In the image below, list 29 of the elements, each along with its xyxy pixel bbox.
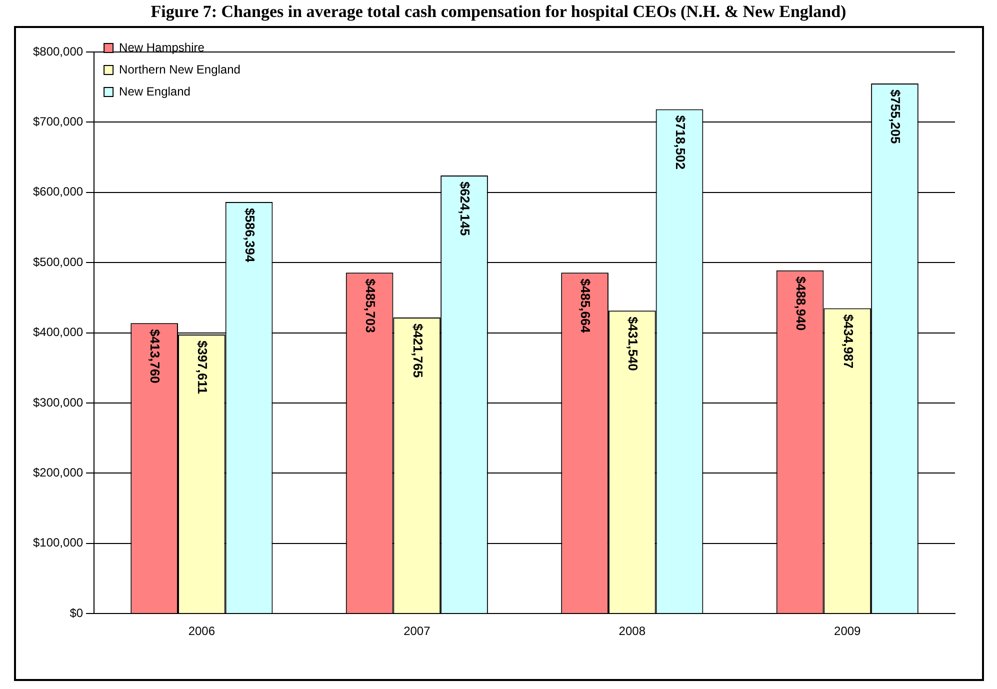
y-tick-label: $200,000: [32, 466, 84, 480]
legend-label: New Hampshire: [119, 40, 205, 54]
data-label: $421,765: [410, 324, 426, 378]
y-tick-label: $700,000: [32, 114, 84, 129]
legend-label: Northern New England: [119, 62, 240, 76]
y-tick-label: $0: [70, 606, 84, 620]
x-tick-label: 2009: [834, 624, 862, 638]
x-tick-label: 2006: [188, 624, 216, 638]
y-tick-label: $800,000: [32, 44, 84, 58]
data-label: $485,703: [362, 278, 378, 333]
data-label: $586,394: [242, 208, 258, 263]
data-label: $488,940: [793, 276, 808, 331]
y-tick-label: $100,000: [32, 536, 84, 550]
data-label: $624,145: [458, 181, 473, 236]
y-tick-label: $400,000: [32, 325, 84, 340]
data-label: $413,760: [148, 329, 163, 384]
x-tick-label: 2007: [404, 624, 431, 638]
data-label: $718,502: [672, 115, 688, 170]
y-tick-label: $300,000: [32, 395, 84, 410]
data-label: $434,987: [840, 314, 856, 368]
y-tick-label: $600,000: [32, 184, 84, 199]
data-label: $755,205: [888, 89, 904, 144]
data-label: $397,611: [195, 340, 210, 394]
chart-title: Figure 7: Changes in average total cash compensation for hospital CEOs (N.H. & New England): [150, 1, 848, 23]
data-label: $485,664: [578, 278, 594, 334]
x-tick-label: 2008: [618, 624, 646, 638]
legend-label: New England: [119, 84, 190, 98]
y-tick-label: $500,000: [32, 254, 84, 269]
data-label: $431,540: [626, 316, 641, 371]
